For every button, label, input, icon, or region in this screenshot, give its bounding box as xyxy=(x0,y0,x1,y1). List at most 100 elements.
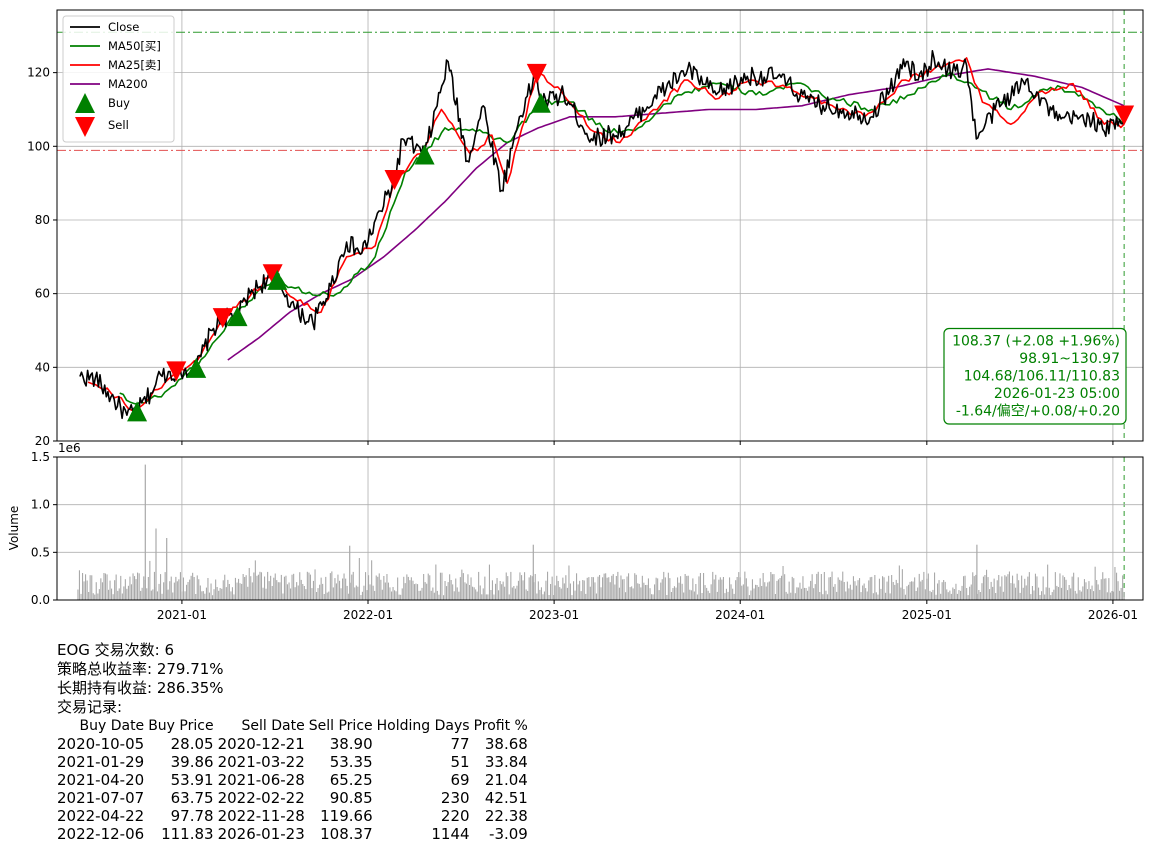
volume-bar xyxy=(175,576,177,600)
volume-bar xyxy=(1086,589,1088,600)
volume-bar xyxy=(199,585,201,600)
volume-bar xyxy=(369,584,371,600)
volume-bar xyxy=(857,580,859,600)
volume-bar xyxy=(167,589,169,600)
volume-bar xyxy=(381,589,383,600)
volume-bar xyxy=(374,590,376,600)
volume-bar xyxy=(129,576,131,600)
volume-bar xyxy=(972,572,974,600)
volume-bar xyxy=(1056,585,1058,600)
volume-bar xyxy=(625,592,627,600)
volume-bar xyxy=(141,587,143,600)
volume-bar xyxy=(842,571,844,600)
volume-bar xyxy=(303,586,305,600)
volume-bar xyxy=(612,574,614,600)
volume-bar xyxy=(438,594,440,600)
volume-y-ticks: 0.0 0.5 1.0 1.5 xyxy=(31,450,57,607)
volume-bar xyxy=(618,587,620,600)
volume-bar xyxy=(1097,584,1099,600)
volume-bar xyxy=(1070,588,1072,600)
volume-bar xyxy=(1036,576,1038,600)
volume-bar xyxy=(761,586,763,600)
volume-bar xyxy=(1024,578,1026,600)
volume-bar xyxy=(443,595,445,600)
volume-bar xyxy=(707,590,709,600)
volume-bar xyxy=(621,579,623,600)
volume-bar xyxy=(410,577,412,600)
volume-bar xyxy=(361,591,363,600)
volume-bar xyxy=(608,577,610,600)
trade-table-col-header: Buy Price xyxy=(148,718,214,734)
volume-bar xyxy=(491,580,493,600)
buy-marker xyxy=(186,357,207,378)
volume-bar xyxy=(577,584,579,600)
volume-bar xyxy=(123,586,125,600)
volume-bar xyxy=(875,592,877,600)
volume-bar xyxy=(219,588,221,600)
volume-bar xyxy=(698,576,700,600)
volume-bar xyxy=(299,572,301,600)
volume-bar xyxy=(231,587,233,600)
sell-marker xyxy=(262,264,283,285)
volume-bar xyxy=(828,577,830,600)
volume-bar xyxy=(117,590,119,600)
volume-bar xyxy=(628,573,630,600)
volume-bar xyxy=(210,583,212,600)
volume-bar xyxy=(687,575,689,600)
volume-bar xyxy=(270,575,272,600)
volume-bar xyxy=(960,590,962,600)
volume-bar xyxy=(80,593,82,600)
volume-bar xyxy=(124,579,126,600)
volume-bar xyxy=(178,579,180,600)
volume-bar xyxy=(863,583,865,600)
volume-bar xyxy=(1079,590,1081,600)
volume-bar xyxy=(729,577,731,600)
info-box-frame xyxy=(943,327,1127,425)
volume-bar xyxy=(956,593,958,600)
volume-bar xyxy=(186,584,188,600)
volume-bar xyxy=(866,591,868,600)
volume-bar xyxy=(721,579,723,600)
volume-bar xyxy=(187,582,189,600)
volume-y-tick-label: 1.5 xyxy=(31,450,50,464)
volume-bar xyxy=(973,576,975,600)
volume-bar xyxy=(765,586,767,600)
volume-bar xyxy=(823,572,825,600)
volume-bar xyxy=(1071,576,1073,600)
volume-bar xyxy=(644,585,646,600)
volume-bar xyxy=(397,577,399,600)
volume-bar xyxy=(620,575,622,600)
volume-bar xyxy=(670,592,672,600)
volume-bar xyxy=(1048,587,1050,600)
volume-bar xyxy=(234,577,236,600)
volume-bar xyxy=(467,574,469,600)
volume-bar xyxy=(91,575,93,600)
volume-bar xyxy=(401,588,403,600)
volume-bar xyxy=(453,591,455,600)
volume-bar xyxy=(536,593,538,600)
volume-bar xyxy=(375,575,377,600)
volume-bar xyxy=(637,583,639,600)
volume-scale-label: 1e6 xyxy=(58,441,81,455)
volume-bar xyxy=(104,573,106,600)
volume-bar xyxy=(667,572,669,600)
volume-bar xyxy=(579,580,581,600)
volume-bar xyxy=(909,581,911,600)
series-line-close xyxy=(79,49,1125,420)
volume-bar xyxy=(943,580,945,600)
volume-bar xyxy=(412,580,414,600)
volume-bar xyxy=(892,582,894,600)
volume-bar xyxy=(1051,592,1053,600)
volume-bar xyxy=(413,584,415,600)
chart-figure: 20 40 60 80 100 120 Close MA50[买] MA25[卖] MA200 B… xyxy=(7,9,1144,622)
volume-bar xyxy=(921,579,923,600)
volume-bar xyxy=(312,580,314,600)
volume-bar xyxy=(565,575,567,600)
volume-bar xyxy=(230,591,232,600)
volume-bar xyxy=(963,576,965,600)
volume-bar xyxy=(254,560,256,600)
volume-bar xyxy=(248,568,250,600)
volume-bar xyxy=(360,595,362,600)
volume-bar xyxy=(1038,587,1040,600)
legend-swatch-sell xyxy=(75,117,95,137)
